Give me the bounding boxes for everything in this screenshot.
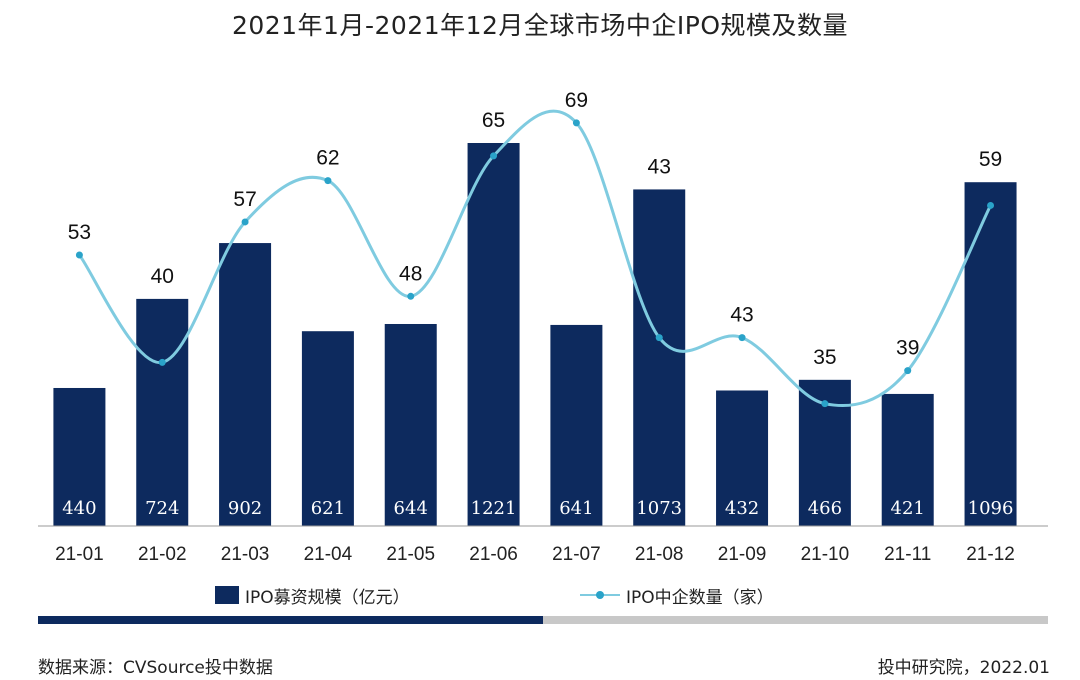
markers-group — [75, 119, 995, 408]
count-label: 69 — [565, 89, 588, 112]
bar-21-09 — [716, 390, 769, 526]
bars-group — [53, 143, 1017, 527]
category-label: 21-01 — [55, 544, 104, 565]
bar-value-label: 1073 — [636, 498, 682, 519]
bar-21-05 — [384, 323, 437, 526]
count-line — [78, 109, 992, 408]
bar-21-12 — [964, 182, 1017, 527]
count-marker-21-04 — [324, 177, 332, 185]
bar-value-label: 621 — [311, 498, 345, 519]
legend-line-label: IPO中企数量（家） — [626, 587, 774, 608]
count-label: 35 — [813, 346, 836, 369]
count-label: 62 — [316, 147, 339, 170]
legend-bar-label: IPO募资规模（亿元） — [245, 587, 410, 608]
chart: 440 21-01 724 21-02 902 21-03 621 21-04 644 21-05… — [38, 89, 1048, 565]
count-marker-21-12 — [987, 201, 995, 209]
count-marker-21-01 — [75, 251, 83, 259]
bar-value-label: 1096 — [968, 498, 1014, 519]
bar-value-label: 421 — [891, 498, 925, 519]
count-marker-21-10 — [821, 400, 829, 408]
bar-21-08 — [633, 189, 686, 526]
count-label: 43 — [730, 304, 753, 327]
category-label: 21-05 — [386, 544, 435, 565]
bar-value-label: 644 — [394, 498, 428, 519]
bar-value-label: 432 — [725, 498, 759, 519]
bar-21-11 — [881, 393, 934, 526]
category-label: 21-03 — [221, 544, 270, 565]
count-marker-21-07 — [572, 119, 580, 127]
legend-line-swatch — [580, 586, 620, 604]
labels-group: 440 21-01 724 21-02 902 21-03 621 21-04 644 21-05… — [55, 89, 1015, 565]
count-marker-21-08 — [655, 334, 663, 342]
bar-21-04 — [301, 331, 354, 526]
chart-title: 2021年1月-2021年12月全球市场中企IPO规模及数量 — [231, 11, 849, 40]
count-marker-21-06 — [490, 152, 498, 160]
category-label: 21-06 — [469, 544, 518, 565]
progress-fill — [38, 616, 543, 624]
bar-value-label: 466 — [808, 498, 842, 519]
bar-value-label: 440 — [62, 498, 96, 519]
category-label: 21-10 — [801, 544, 850, 565]
category-label: 21-04 — [304, 544, 353, 565]
legend-bar-swatch — [215, 586, 239, 604]
category-label: 21-08 — [635, 544, 684, 565]
count-marker-21-09 — [738, 334, 746, 342]
count-label: 43 — [648, 155, 671, 178]
category-label: 21-12 — [966, 544, 1015, 565]
bar-value-label: 641 — [559, 498, 593, 519]
category-label: 21-02 — [138, 544, 187, 565]
count-label: 53 — [68, 221, 91, 244]
count-label: 57 — [233, 188, 256, 211]
bar-21-01 — [53, 387, 106, 526]
category-label: 21-07 — [552, 544, 601, 565]
bar-value-label: 902 — [228, 498, 262, 519]
credit-note: 投中研究院，2022.01 — [877, 658, 1050, 678]
count-label: 40 — [151, 265, 174, 288]
bar-21-06 — [467, 143, 520, 526]
count-marker-21-11 — [904, 367, 912, 375]
bar-21-03 — [219, 243, 272, 527]
bar-21-02 — [136, 298, 189, 526]
progress-track — [38, 616, 1048, 624]
count-label: 65 — [482, 109, 505, 132]
count-label: 59 — [979, 148, 1002, 171]
count-marker-21-03 — [241, 218, 249, 226]
count-label: 48 — [399, 262, 422, 285]
legend-line: IPO中企数量（家） — [580, 583, 774, 608]
count-marker-21-02 — [158, 358, 166, 366]
bar-21-07 — [550, 324, 603, 526]
category-label: 21-11 — [884, 544, 931, 565]
bar-value-label: 1221 — [471, 498, 517, 519]
count-marker-21-05 — [407, 292, 415, 300]
source-note: 数据来源：CVSource投中数据 — [38, 658, 273, 678]
legend-bar: IPO募资规模（亿元） — [215, 583, 410, 608]
bar-value-label: 724 — [145, 498, 179, 519]
count-label: 39 — [896, 337, 919, 360]
category-label: 21-09 — [718, 544, 767, 565]
